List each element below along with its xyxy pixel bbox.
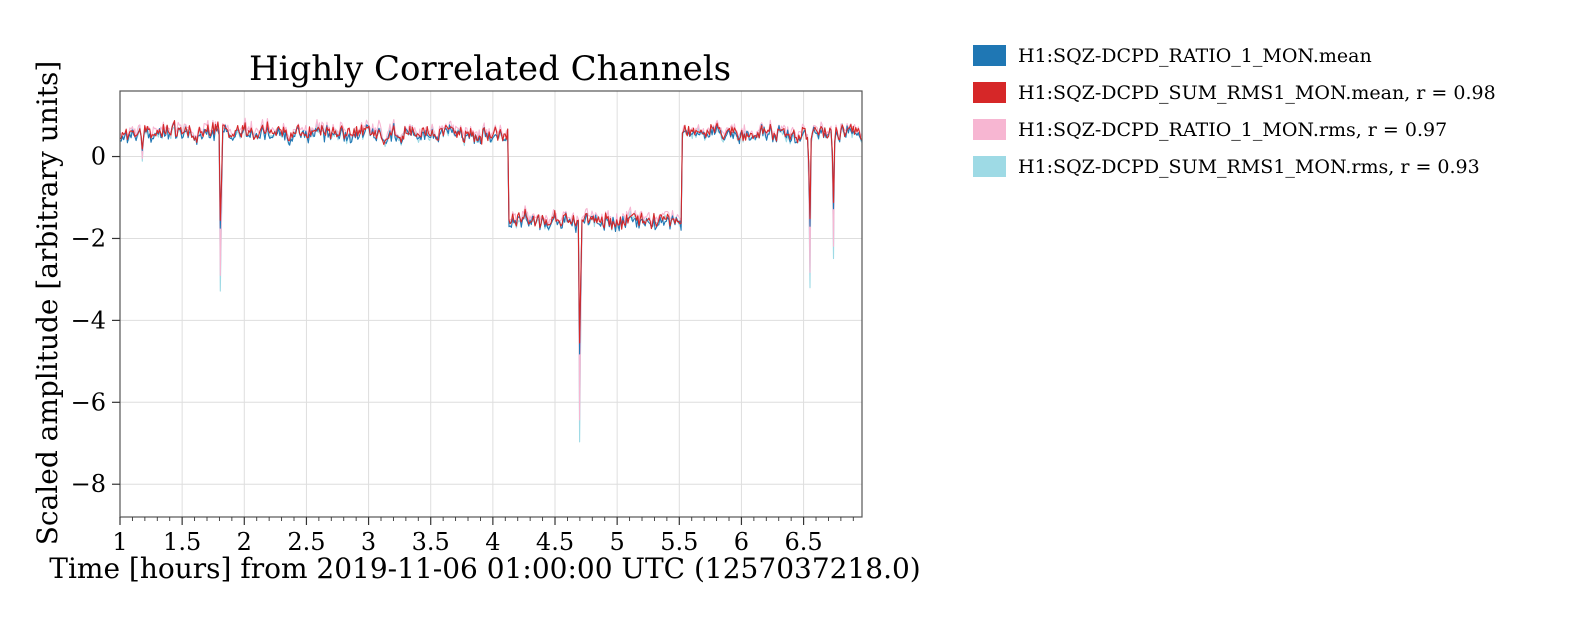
legend-label: H1:SQZ-DCPD_SUM_RMS1_MON.rms, r = 0.93: [1018, 156, 1480, 178]
legend-swatch: [973, 45, 1006, 66]
legend-swatch: [973, 119, 1006, 140]
plot-frame: [119, 90, 863, 518]
series-lines: [119, 117, 863, 443]
y-tick-label: −4: [71, 306, 106, 334]
x-axis-label: Time [hours] from 2019-11-06 01:00:00 UT…: [49, 552, 920, 585]
series-line: [119, 117, 863, 421]
grid-lines: [119, 91, 862, 517]
x-tick-label: 4: [485, 528, 500, 556]
x-tick-label: 6.5: [784, 528, 822, 556]
y-tick-label: −8: [71, 470, 106, 498]
x-tick-label: 2.5: [287, 528, 325, 556]
y-axis-label: Scaled amplitude [arbitrary units]: [31, 61, 64, 546]
x-tick-label: 2: [237, 528, 252, 556]
legend-swatch: [973, 156, 1006, 177]
legend-swatch: [973, 82, 1006, 103]
legend-label: H1:SQZ-DCPD_SUM_RMS1_MON.mean, r = 0.98: [1018, 82, 1496, 104]
y-tick-label: 0: [91, 143, 106, 171]
y-axis-ticks: 0 −2 −4 −6 −8: [71, 143, 120, 498]
x-tick-label: 6: [734, 528, 749, 556]
x-tick-label: 3.5: [412, 528, 450, 556]
legend-label: H1:SQZ-DCPD_RATIO_1_MON.rms, r = 0.97: [1018, 119, 1447, 141]
legend-label: H1:SQZ-DCPD_RATIO_1_MON.mean: [1018, 45, 1372, 67]
series-line: [119, 120, 863, 344]
chart-title: Highly Correlated Channels: [249, 49, 731, 89]
y-tick-label: −6: [71, 388, 106, 416]
legend: H1:SQZ-DCPD_RATIO_1_MON.mean H1:SQZ-DCPD_…: [973, 45, 1496, 178]
series-line: [119, 122, 863, 443]
x-tick-label: 5: [610, 528, 625, 556]
x-tick-label: 1.5: [163, 528, 201, 556]
x-tick-label: 3: [361, 528, 376, 556]
x-axis-ticks: 1 1.5 2 2.5 3 3.5 4 4.5 5 5.5 6 6.5: [112, 517, 854, 556]
x-tick-label: 1: [112, 528, 127, 556]
y-tick-label: −2: [71, 224, 106, 252]
x-tick-label: 4.5: [536, 528, 574, 556]
x-tick-label: 5.5: [660, 528, 698, 556]
